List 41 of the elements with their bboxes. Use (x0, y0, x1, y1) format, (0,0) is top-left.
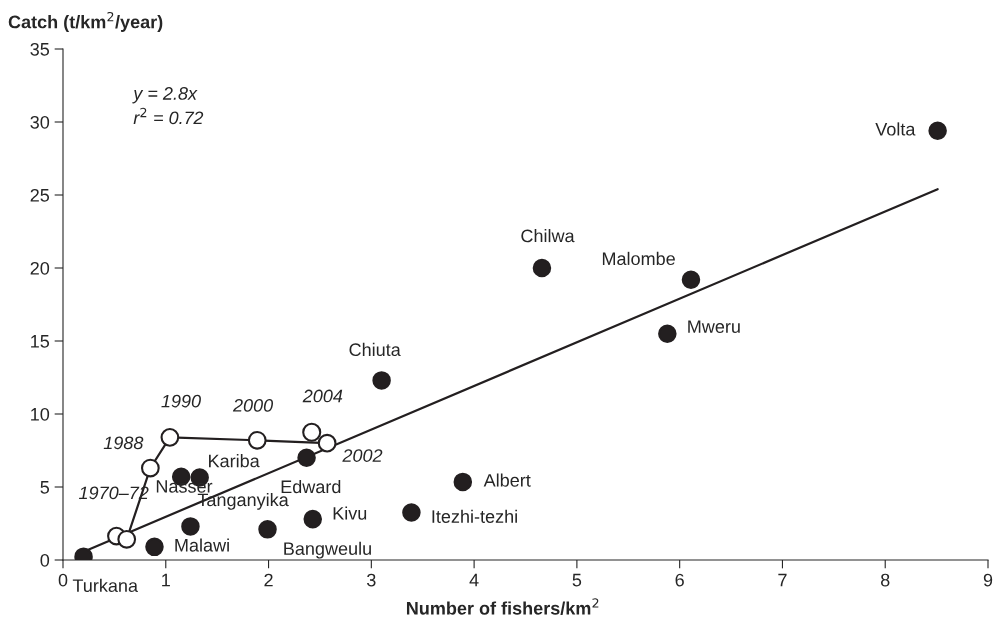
x-tick-label: 8 (880, 573, 890, 587)
x-axis-title: Number of fishers/km$^{2}$ (406, 598, 599, 615)
x-tick-label: 7 (778, 573, 787, 587)
annotation: Mweru (688, 320, 740, 333)
y-tick-label: 30 (30, 115, 50, 129)
x-tick-label: 9 (983, 573, 993, 587)
annotation: Chiuta (349, 342, 401, 357)
y-tick-label: 35 (30, 42, 50, 56)
x-tick-label: 5 (572, 573, 582, 587)
y-tick-label: 0 (40, 553, 50, 567)
annotation: Turkana (72, 578, 138, 593)
annotation: Albert (483, 473, 531, 487)
x-tick-label: 2 (264, 573, 273, 587)
annotation: Edward (281, 479, 341, 494)
x-tick-label: 4 (469, 573, 479, 587)
annotation: Bangweulu (284, 541, 371, 559)
annotation: Chilwa (521, 229, 575, 243)
x-tick-label: 0 (58, 573, 68, 587)
y-tick-label: 25 (30, 188, 50, 202)
annotation: Itezhi-tezhi (432, 509, 517, 523)
annotation: y = 2.8x (132, 87, 198, 104)
y-tick-label: 15 (31, 335, 50, 348)
y-tick-label: 10 (31, 407, 50, 421)
annotation: 2002 (342, 449, 383, 462)
y-tick-label: 5 (40, 481, 50, 494)
annotation: Malombe (602, 251, 675, 266)
annotation: 1988 (103, 436, 144, 450)
annotation: 2000 (232, 399, 274, 412)
x-tick-label: 3 (367, 573, 376, 587)
y-axis-title: Catch (t/km$^{2}$/year) (8, 11, 163, 32)
series-label: Kariba (209, 454, 260, 468)
annotation: Malawi (175, 538, 229, 552)
annotation: 1990 (161, 394, 201, 408)
y-tick-label: 20 (30, 261, 50, 275)
annotation: 2004 (302, 389, 343, 403)
annotation: Volta (875, 122, 916, 136)
annotation: Kivu (333, 506, 367, 520)
x-tick-label: 1 (162, 573, 170, 587)
annotation: r$^{2}$ = 0.72 (133, 107, 204, 125)
annotation: Tanganyika (197, 493, 289, 510)
x-tick-label: 6 (675, 573, 684, 587)
